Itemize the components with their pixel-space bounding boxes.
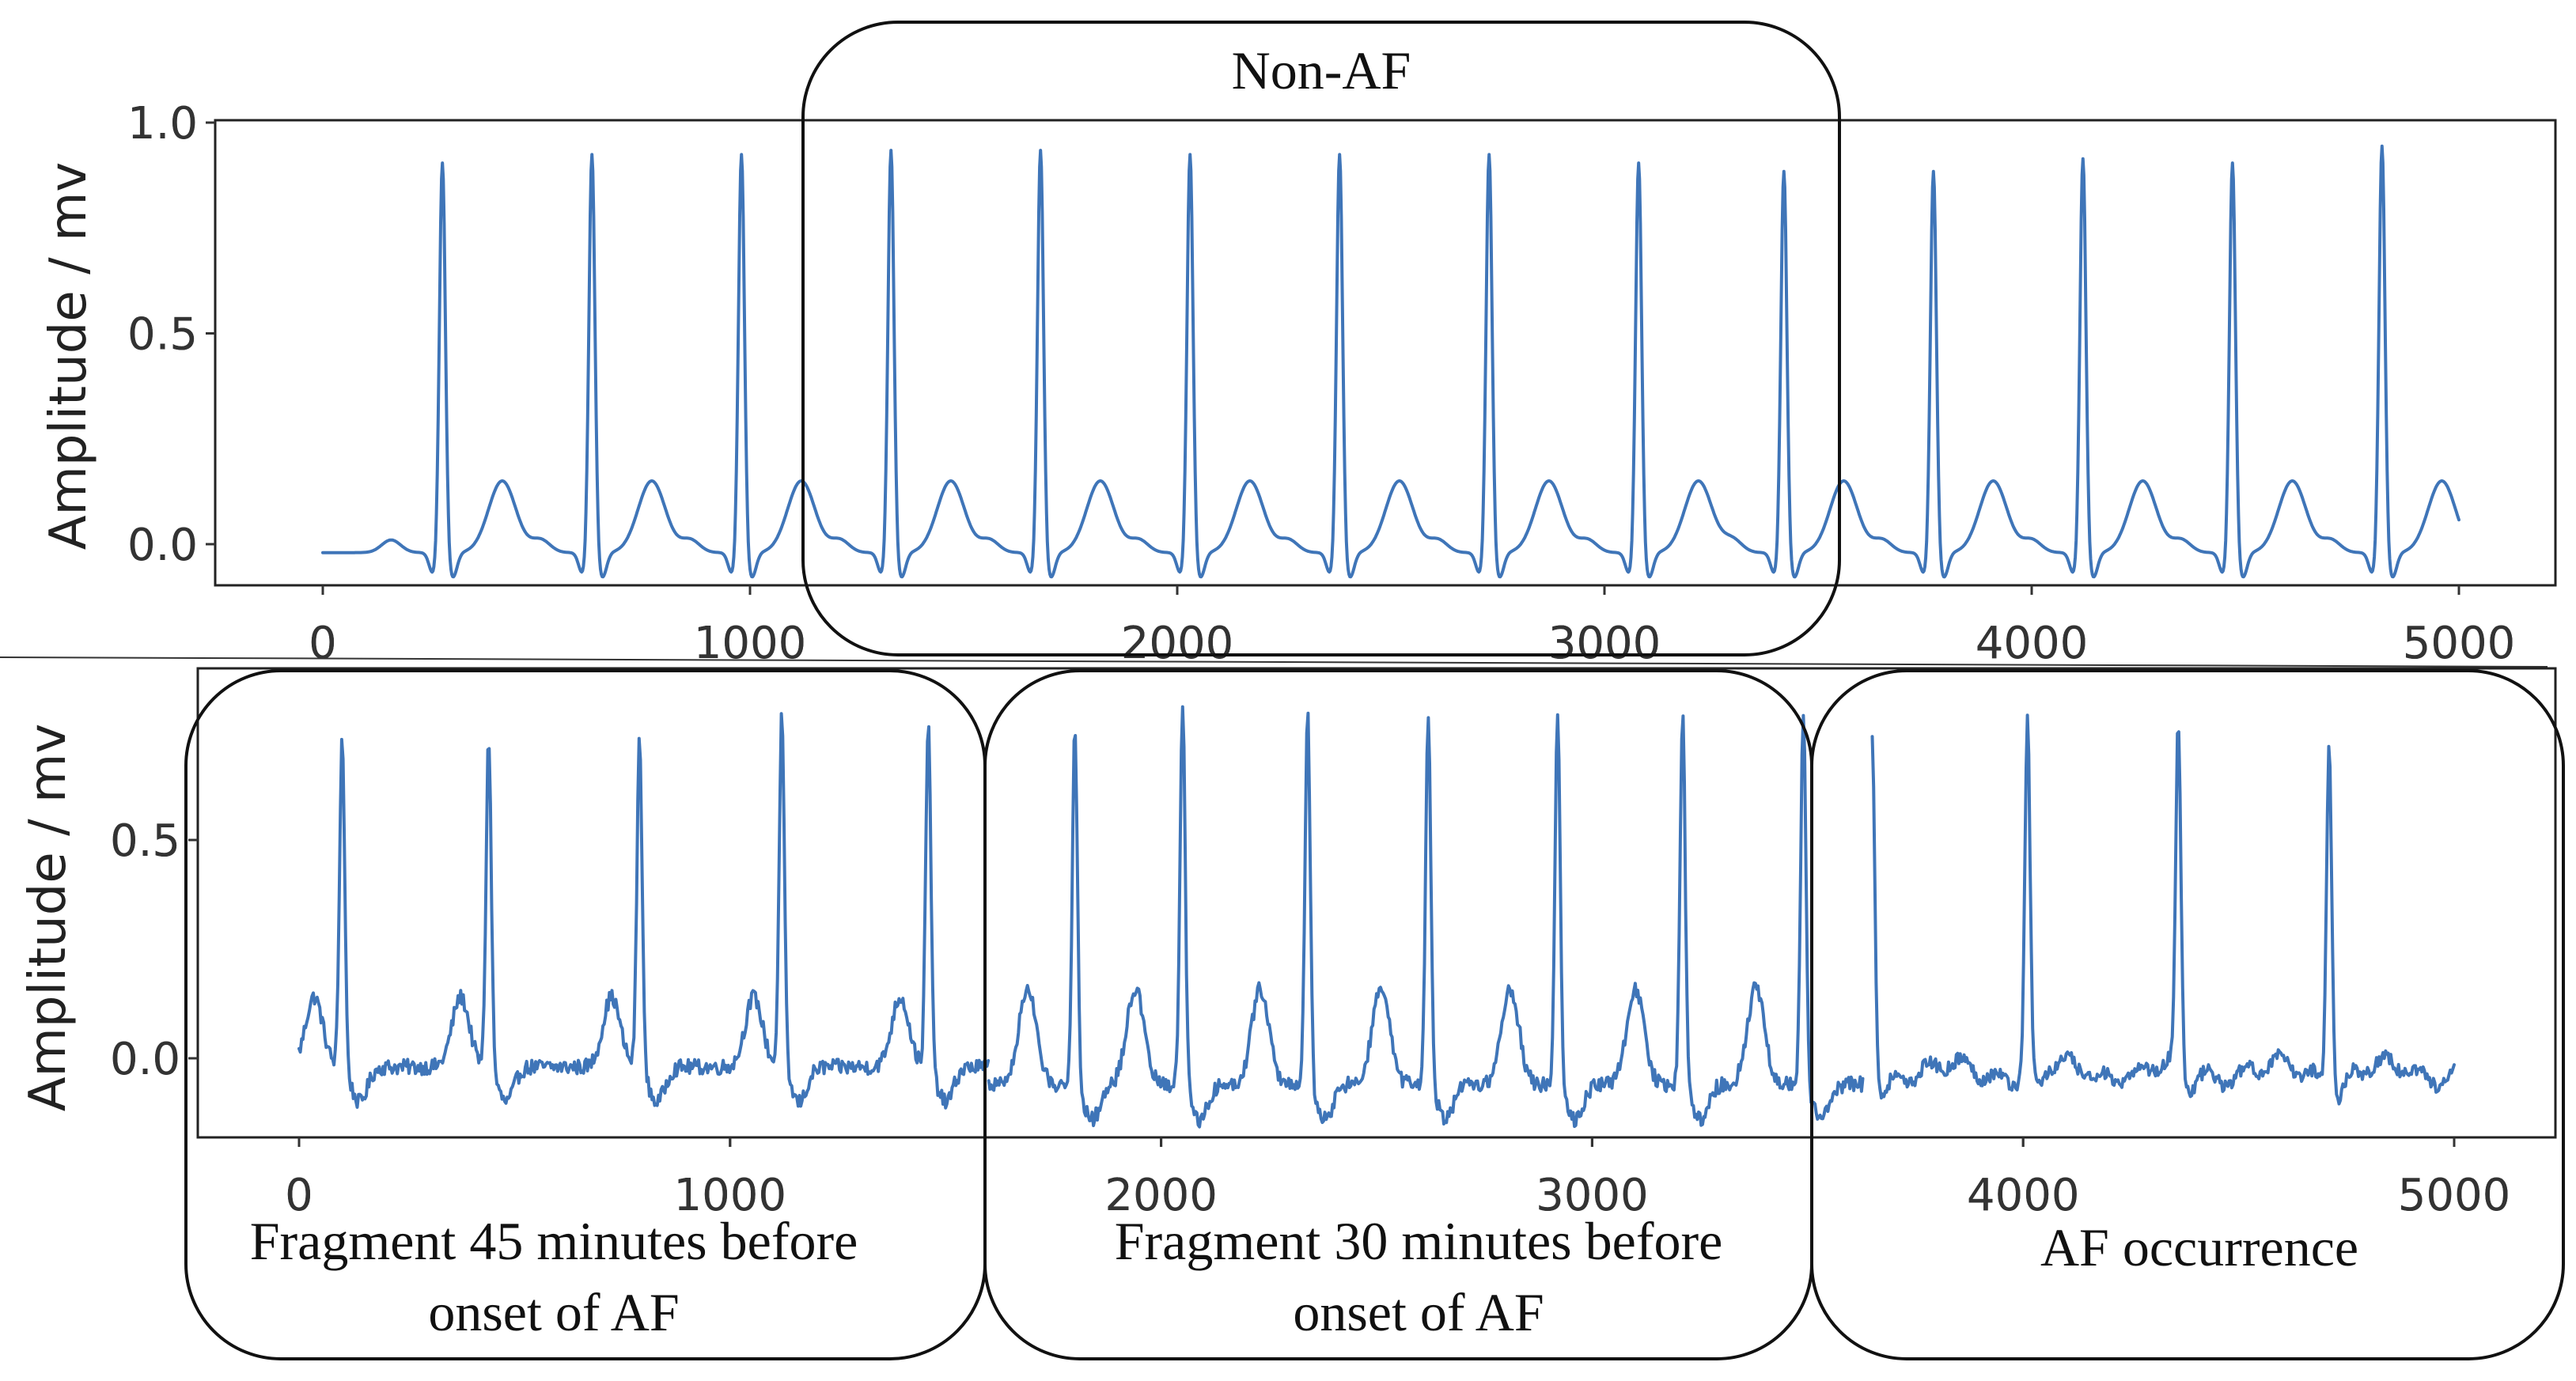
x-tick-label: 2000 [1104,1170,1218,1221]
x-tick-label: 2000 [1121,618,1234,669]
y-tick-label: 0.0 [110,1034,180,1085]
bottom-y-ticks: 0 1000 2000 3000 4000 5000 0.0 0.5 [110,815,2510,1221]
y-tick-label: 0.0 [127,520,198,571]
fragment-30-label-line1: Fragment 30 minutes before [1115,1211,1723,1271]
bottom-y-axis-label: Amplitude / mv [19,724,78,1111]
x-tick-label: 0 [309,618,337,669]
x-tick-label: 5000 [2403,618,2516,669]
bottom-ecg-trace-30min [987,705,1865,1129]
x-tick-label: 2000 [1121,618,1234,669]
x-tick-label: 4000 [1976,618,2089,669]
non-af-box [801,21,1841,656]
x-tick-label: 1000 [674,1170,787,1221]
x-tick-label: 0 [285,1170,313,1221]
y-tick-label: 1.0 [127,98,198,149]
y-tick-label: 0.5 [110,815,180,867]
x-tick-label: 4000 [1967,1170,2080,1221]
y-tick-label: 0.0 [110,1034,180,1085]
top-y-axis-label: Amplitude / mv [40,162,98,550]
x-tick-label: 5000 [2398,1170,2511,1221]
x-tick-label: 5000 [2398,1170,2511,1221]
y-tick-label: 1.0 [127,98,198,149]
top-y-ticks: 0 1000 2000 3000 4000 5000 0.0 0.5 1.0 [127,98,2515,669]
x-tick-label: 1000 [694,618,807,669]
y-tick-label: 0.0 [127,520,198,571]
y-tick-label: 0.5 [127,309,198,361]
top-ecg-trace [321,144,2460,579]
x-tick-label: 2000 [1104,1170,1218,1221]
x-tick-label: 3000 [1548,618,1661,669]
af-occurrence-label: AF occurrence [2040,1217,2358,1277]
x-tick-label: 3000 [1536,1170,1649,1221]
fragment-45-label-line2: onset of AF [428,1282,679,1342]
bottom-x-ticks: 0 1000 2000 3000 4000 5000 0.0 0.5 [110,815,2510,1221]
x-tick-label: 0 [285,1170,313,1221]
x-tick-label: 4000 [1976,618,2089,669]
x-tick-label: 1000 [694,618,807,669]
bottom-ecg-trace-45min [297,712,991,1110]
top-axes-frame [214,119,2557,587]
top-x-ticks: 0 1000 2000 3000 4000 5000 0.0 0.5 1.0 [127,98,2515,669]
y-tick-label: 0.5 [110,815,180,867]
top-panel: 0 1000 2000 3000 4000 5000 0.0 0.5 1.0 0 1000 2000… [40,21,2557,669]
panel-separator [0,656,2548,668]
x-tick-label: 0 [309,618,337,669]
af-occurrence-box [1810,669,2565,1360]
bottom-ecg-trace-af [1870,713,2456,1106]
fragment-30-label-line2: onset of AF [1293,1282,1544,1342]
non-af-label: Non-AF [1232,40,1411,100]
x-tick-label: 5000 [2403,618,2516,669]
x-tick-label: 4000 [1967,1170,2080,1221]
x-tick-label: 3000 [1548,618,1661,669]
x-tick-label: 3000 [1536,1170,1649,1221]
x-tick-label: 1000 [674,1170,787,1221]
fragment-45-label-line1: Fragment 45 minutes before [250,1211,858,1271]
bottom-panel: 0 1000 2000 3000 4000 5000 0.0 0.5 0 1000 2000 300… [19,667,2565,1360]
bottom-axes-frame [196,667,2557,1139]
y-tick-label: 0.5 [127,309,198,361]
